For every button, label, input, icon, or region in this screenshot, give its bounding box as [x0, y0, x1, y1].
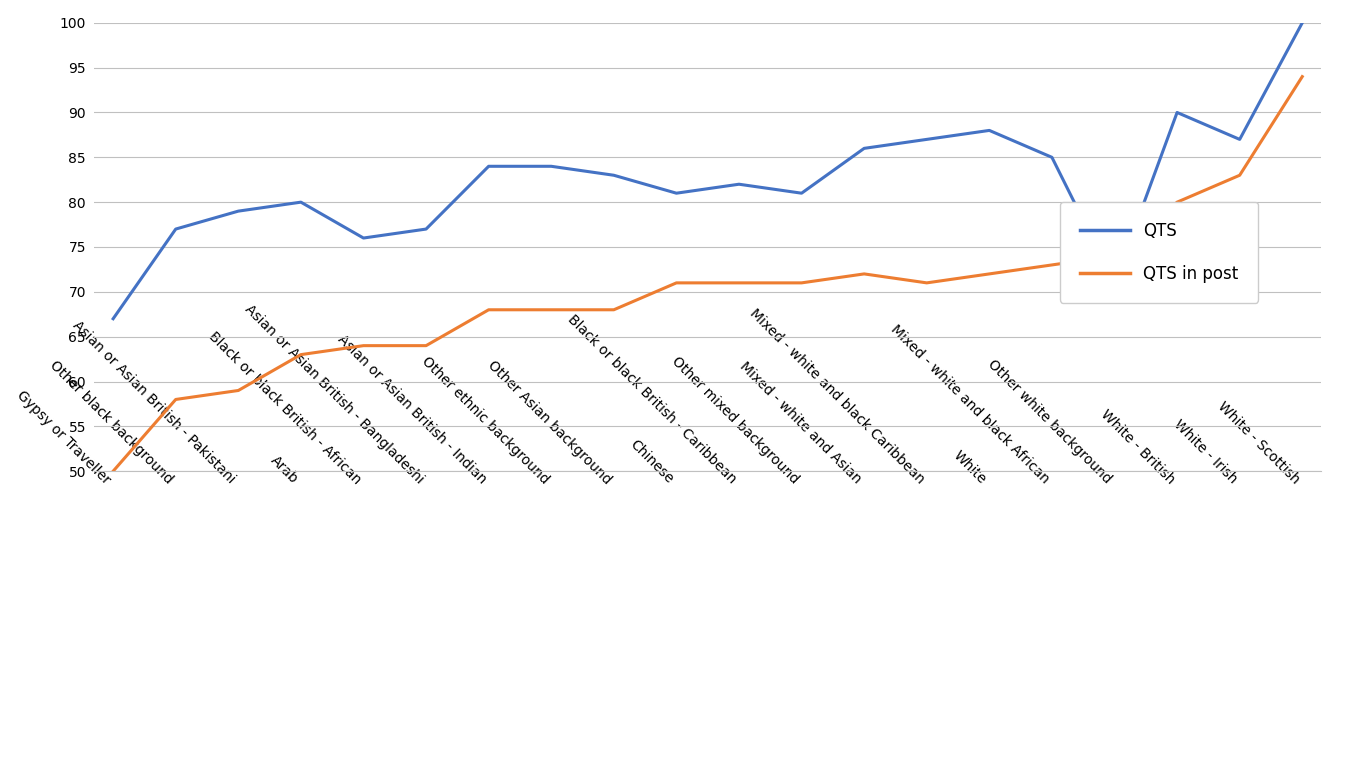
QTS	[167, 224, 183, 233]
QTS	[1232, 135, 1248, 144]
QTS	[1294, 18, 1310, 27]
QTS in post	[1107, 252, 1123, 261]
QTS	[1107, 278, 1123, 287]
QTS in post	[231, 386, 247, 395]
QTS in post	[543, 306, 559, 315]
QTS in post	[1294, 72, 1310, 81]
QTS in post	[418, 341, 434, 350]
QTS	[480, 162, 496, 171]
QTS in post	[480, 306, 496, 315]
Line: QTS: QTS	[113, 23, 1302, 318]
QTS in post	[293, 350, 309, 359]
QTS in post	[1169, 198, 1185, 207]
QTS	[918, 135, 934, 144]
QTS	[356, 233, 372, 242]
QTS in post	[1232, 171, 1248, 180]
QTS in post	[794, 278, 810, 287]
QTS	[231, 207, 247, 216]
QTS	[105, 314, 121, 323]
QTS in post	[856, 269, 872, 278]
QTS in post	[918, 278, 934, 287]
QTS in post	[1043, 261, 1060, 270]
QTS in post	[356, 341, 372, 350]
QTS	[543, 162, 559, 171]
QTS	[605, 171, 621, 180]
QTS	[981, 126, 998, 135]
Line: QTS in post: QTS in post	[113, 77, 1302, 471]
QTS	[418, 224, 434, 233]
QTS	[794, 188, 810, 198]
Legend: QTS, QTS in post: QTS, QTS in post	[1060, 201, 1258, 302]
QTS in post	[669, 278, 685, 287]
QTS in post	[605, 306, 621, 315]
QTS in post	[981, 269, 998, 278]
QTS	[1043, 153, 1060, 162]
QTS in post	[105, 467, 121, 476]
QTS	[669, 188, 685, 198]
QTS in post	[167, 395, 183, 404]
QTS	[1169, 108, 1185, 117]
QTS in post	[731, 278, 747, 287]
QTS	[293, 198, 309, 207]
QTS	[856, 144, 872, 153]
QTS	[731, 179, 747, 188]
